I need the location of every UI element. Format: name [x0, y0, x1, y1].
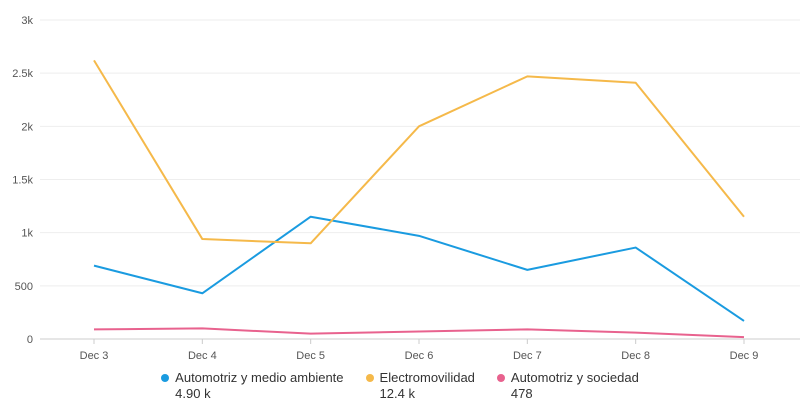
y-tick-label: 500 — [15, 281, 33, 293]
y-tick-label: 2k — [21, 121, 33, 133]
legend-item-1[interactable]: Electromovilidad 12.4 k — [365, 370, 475, 402]
x-tick-label: Dec 8 — [621, 350, 650, 362]
legend-dot-icon — [161, 374, 170, 382]
y-tick-label: 2.5k — [12, 68, 33, 80]
y-tick-label: 3k — [21, 15, 33, 27]
series-line-0 — [93, 215, 745, 322]
y-tick-label: 1k — [21, 228, 33, 240]
series-line-1 — [93, 59, 745, 245]
legend-dot-icon — [496, 374, 505, 382]
legend-total: 478 — [510, 386, 533, 401]
legend-label: Automotriz y medio ambiente — [175, 370, 344, 385]
x-tick-label: Dec 4 — [188, 350, 217, 362]
legend-label: Electromovilidad — [379, 370, 475, 385]
x-tick-label: Dec 5 — [296, 350, 325, 362]
legend-total: 4.90 k — [175, 386, 211, 401]
line-chart: 0 500 1k 1.5k 2k 2.5k 3k Dec 3 Dec 4 Dec 5 Dec 6 De… — [12, 15, 800, 362]
legend-item-0[interactable]: Automotriz y medio ambiente 4.90 k — [161, 370, 344, 402]
x-tick-label: Dec 6 — [405, 350, 434, 362]
legend-label: Automotriz y sociedad — [510, 370, 639, 385]
x-tick-label: Dec 3 — [80, 350, 109, 362]
legend-total: 12.4 k — [379, 386, 415, 401]
x-tick-label: Dec 7 — [513, 350, 542, 362]
x-tick-label: Dec 9 — [730, 350, 759, 362]
legend-item-2[interactable]: Automotriz y sociedad 478 — [496, 370, 639, 402]
series-line-2 — [93, 327, 745, 339]
legend: Automotriz y medio ambiente 4.90 k Electr… — [0, 370, 800, 402]
y-tick-label: 1.5k — [12, 175, 33, 187]
y-tick-label: 0 — [27, 334, 33, 346]
legend-dot-icon — [365, 374, 374, 382]
